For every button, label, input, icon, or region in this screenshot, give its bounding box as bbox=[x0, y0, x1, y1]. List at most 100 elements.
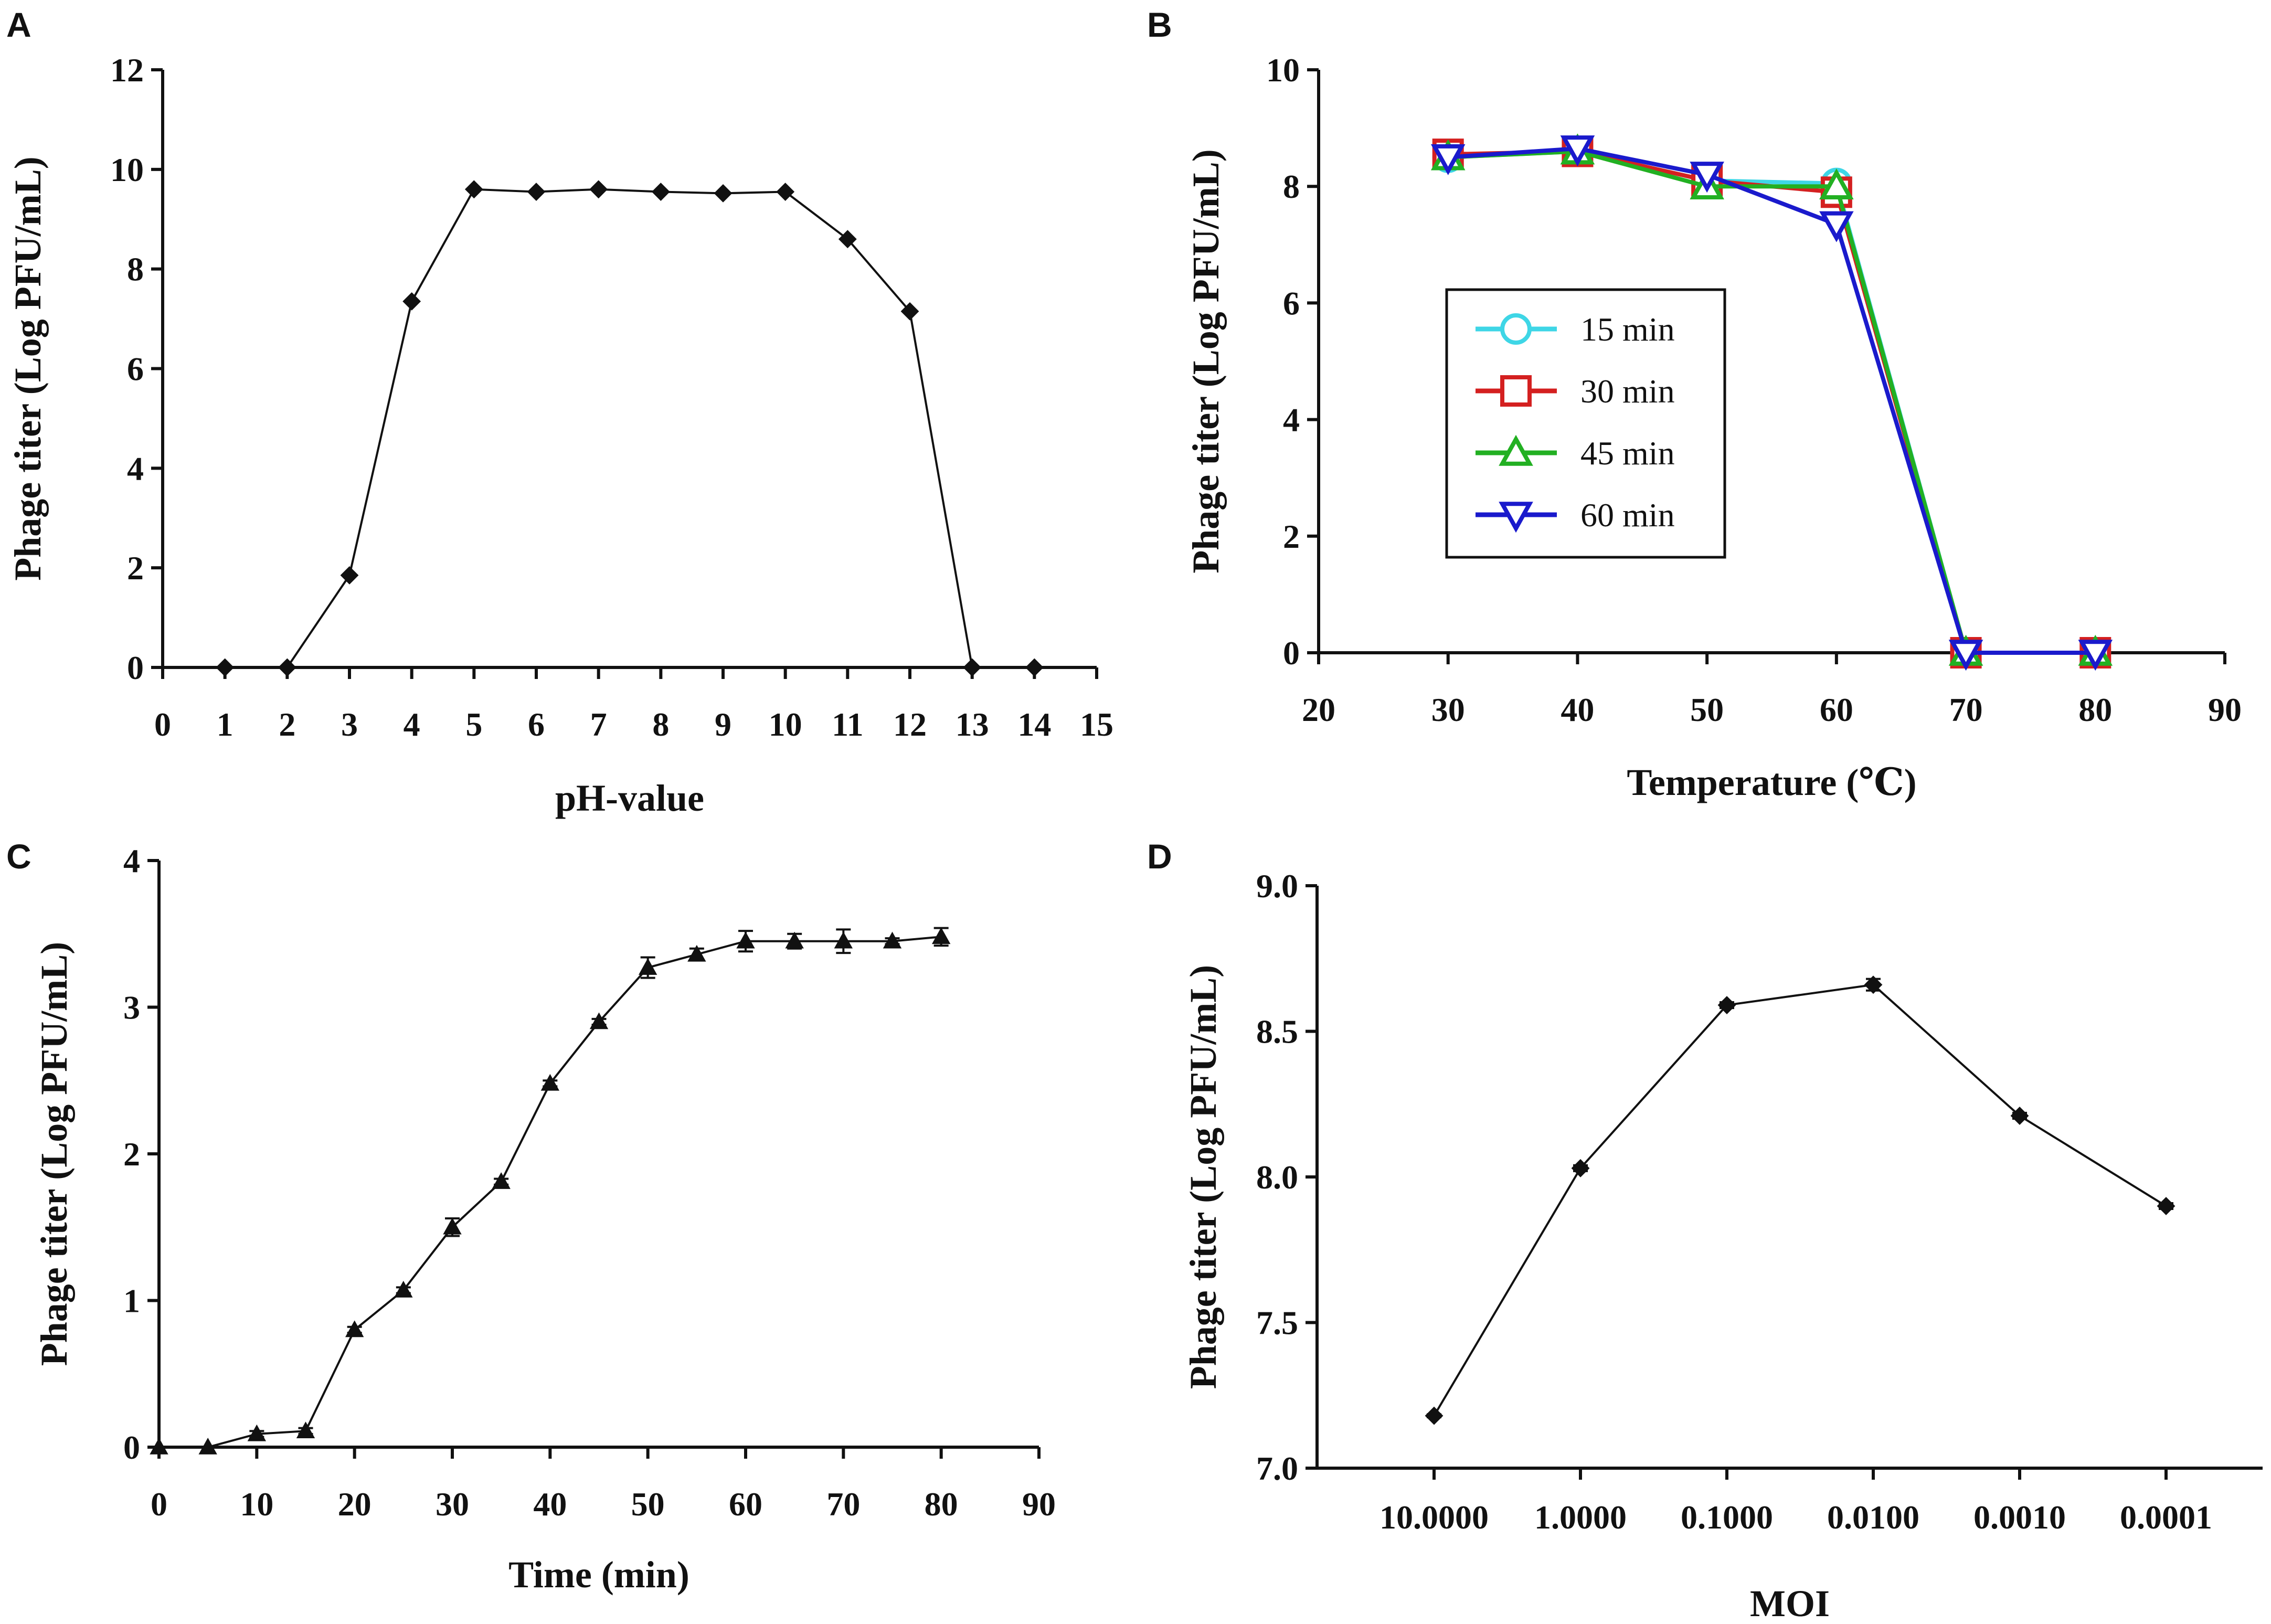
panel-letter: B bbox=[1147, 5, 1172, 44]
data-point bbox=[1025, 658, 1044, 677]
legend-label: 30 min bbox=[1580, 373, 1675, 410]
y-tick-label: 8 bbox=[1283, 168, 1300, 205]
data-point bbox=[340, 566, 359, 585]
x-tick-label: 70 bbox=[826, 1485, 860, 1523]
legend-marker bbox=[1499, 502, 1533, 533]
x-axis-title: Temperature (℃) bbox=[1627, 761, 1916, 803]
legend-label: 15 min bbox=[1580, 311, 1675, 348]
panel-letter: D bbox=[1147, 837, 1172, 876]
y-tick-label: 10 bbox=[110, 151, 144, 188]
data-point bbox=[714, 184, 733, 203]
data-point bbox=[216, 658, 235, 677]
x-tick-label: 14 bbox=[1017, 706, 1051, 743]
data-point bbox=[278, 658, 296, 677]
x-tick-label: 8 bbox=[652, 706, 669, 743]
y-axis-title: Phage titer (Log PFU/mL) bbox=[1182, 965, 1224, 1389]
y-tick-label: 3 bbox=[123, 989, 140, 1026]
data-point bbox=[492, 1172, 511, 1189]
y-tick-label: 0 bbox=[1283, 634, 1300, 672]
data-point bbox=[651, 183, 670, 201]
y-tick-label: 2 bbox=[1283, 518, 1300, 555]
x-tick-label: 0 bbox=[151, 1485, 167, 1523]
x-tick-label: 80 bbox=[2078, 691, 2112, 728]
x-tick-label: 50 bbox=[1690, 691, 1724, 728]
series-line bbox=[286, 188, 973, 668]
data-point bbox=[2157, 1197, 2176, 1215]
y-axis-title: Phage titer (Log PFU/mL) bbox=[7, 156, 49, 581]
legend-marker bbox=[1500, 313, 1532, 345]
data-point bbox=[527, 183, 546, 201]
x-tick-label: 0.0100 bbox=[1827, 1499, 1919, 1536]
legend-marker bbox=[1500, 375, 1532, 407]
x-tick-label: 80 bbox=[925, 1485, 958, 1523]
x-axis-title: MOI bbox=[1750, 1583, 1830, 1624]
y-tick-label: 4 bbox=[123, 842, 140, 879]
series-phage-titer bbox=[150, 927, 951, 1455]
series-line bbox=[1433, 983, 2167, 1417]
x-tick-label: 7 bbox=[590, 706, 607, 743]
data-point bbox=[638, 958, 657, 975]
series-phage-titer bbox=[216, 180, 1044, 677]
x-tick-label: 90 bbox=[1022, 1485, 1056, 1523]
y-tick-label: 7.5 bbox=[1256, 1304, 1298, 1342]
data-point bbox=[1425, 1406, 1444, 1425]
series-line bbox=[1448, 146, 2096, 655]
series-phage-titer bbox=[1425, 975, 2176, 1425]
data-point bbox=[776, 183, 795, 201]
x-tick-label: 5 bbox=[465, 706, 482, 743]
data-point bbox=[900, 302, 919, 321]
data-point bbox=[464, 180, 483, 199]
data-point bbox=[834, 931, 853, 949]
data-point bbox=[198, 1437, 217, 1455]
data-point bbox=[1717, 996, 1736, 1014]
y-axis-title: Phage titer (Log PFU/mL) bbox=[33, 942, 75, 1366]
x-tick-label: 9 bbox=[715, 706, 731, 743]
x-tick-label: 40 bbox=[533, 1485, 567, 1523]
x-tick-label: 2 bbox=[279, 706, 295, 743]
y-tick-label: 0 bbox=[127, 649, 144, 686]
y-tick-label: 0 bbox=[123, 1429, 140, 1466]
y-tick-label: 6 bbox=[127, 351, 144, 388]
data-point bbox=[785, 931, 804, 949]
legend-label: 60 min bbox=[1580, 496, 1675, 534]
data-point bbox=[1560, 135, 1595, 167]
x-tick-label: 30 bbox=[436, 1485, 469, 1523]
panel-d: D 7.0 7.5 8.0 8.5 9.0 10.0000 1.0000 0.1000 0.010… bbox=[1147, 837, 2263, 1624]
y-tick-label: 8.5 bbox=[1256, 1013, 1298, 1050]
x-tick-label: 1 bbox=[217, 706, 234, 743]
data-point bbox=[687, 944, 706, 962]
x-tick-label: 11 bbox=[832, 706, 863, 743]
data-point bbox=[1690, 162, 1724, 193]
data-point bbox=[1571, 1159, 1590, 1177]
data-point bbox=[1430, 144, 1466, 175]
x-tick-label: 10 bbox=[240, 1485, 273, 1523]
data-point bbox=[963, 658, 982, 677]
data-point bbox=[931, 927, 951, 944]
data-point bbox=[589, 1012, 609, 1029]
x-tick-label: 4 bbox=[404, 706, 420, 743]
x-axis-title: pH-value bbox=[555, 777, 704, 819]
data-point bbox=[247, 1424, 267, 1441]
x-tick-label: 0.0010 bbox=[1973, 1499, 2066, 1536]
data-point bbox=[150, 1437, 168, 1455]
x-tick-label: 13 bbox=[956, 706, 989, 743]
x-tick-label: 50 bbox=[631, 1485, 665, 1523]
x-axis-title: Time (min) bbox=[508, 1554, 689, 1596]
x-tick-label: 90 bbox=[2208, 691, 2242, 728]
legend-marker bbox=[1499, 434, 1533, 466]
data-point bbox=[402, 292, 421, 311]
data-point bbox=[2010, 1107, 2029, 1125]
panel-letter: A bbox=[6, 5, 31, 44]
data-point bbox=[296, 1421, 315, 1439]
x-tick-label: 20 bbox=[338, 1485, 372, 1523]
x-tick-label: 30 bbox=[1431, 691, 1465, 728]
x-tick-label: 60 bbox=[1820, 691, 1853, 728]
data-point bbox=[394, 1280, 413, 1298]
panel-b: B 0 2 4 6 8 10 20 30 40 50 60 70 80 90 Temperature (℃) P… bbox=[1147, 5, 2242, 803]
data-point bbox=[883, 931, 902, 949]
x-tick-label: 3 bbox=[341, 706, 358, 743]
x-tick-label: 10.0000 bbox=[1379, 1499, 1489, 1536]
